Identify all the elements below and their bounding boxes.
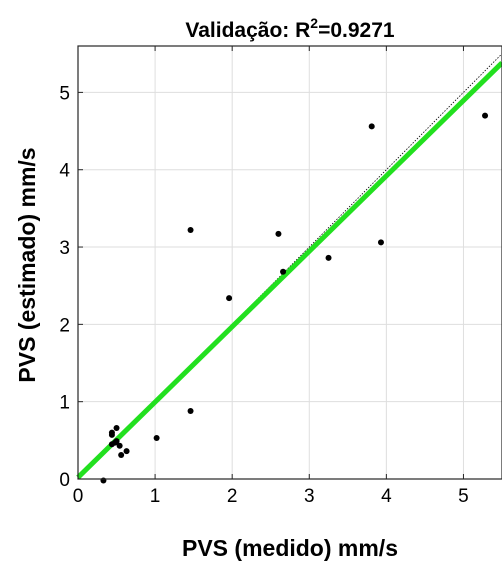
x-tick-label: 5 — [458, 486, 469, 507]
x-tick-label: 0 — [73, 486, 84, 507]
data-point — [187, 227, 194, 234]
y-tick-label: 3 — [59, 238, 70, 259]
y-tick-label: 4 — [59, 161, 70, 182]
data-point — [275, 230, 282, 237]
axis-ticks: 0 1 2 3 4 5 0 1 2 3 4 5 — [59, 46, 469, 507]
y-tick-label: 0 — [59, 470, 70, 491]
x-tick-label: 1 — [150, 486, 161, 507]
data-point — [368, 123, 375, 130]
data-point — [153, 435, 160, 442]
data-point — [116, 442, 123, 449]
data-point — [187, 407, 194, 414]
data-point — [280, 268, 287, 275]
data-points — [100, 112, 489, 484]
x-tick-label: 2 — [227, 486, 238, 507]
chart-title-value: =0.9271 — [318, 19, 395, 42]
data-point — [482, 112, 489, 119]
data-point — [325, 254, 332, 261]
data-point — [108, 431, 115, 438]
data-point — [123, 448, 130, 455]
y-tick-label: 1 — [59, 393, 70, 414]
data-point — [113, 438, 120, 445]
data-point — [118, 452, 125, 459]
chart-title-prefix: Validação: R — [185, 19, 310, 42]
plot-frame — [77, 45, 502, 480]
x-axis-label: PVS (medido) mm/s — [182, 535, 398, 561]
x-tick-label: 3 — [304, 486, 315, 507]
x-tick-label: 4 — [381, 486, 392, 507]
reference-lines — [76, 53, 502, 480]
y-tick-label: 5 — [59, 83, 70, 104]
grid-lines — [77, 46, 502, 480]
data-point — [226, 295, 233, 302]
chart-title: Validação: R2=0.9271 — [185, 15, 395, 42]
y-tick-label: 2 — [59, 315, 70, 336]
y-axis-label: PVS (estimado) mm/s — [14, 147, 40, 382]
data-point — [377, 239, 384, 246]
data-point — [113, 424, 120, 431]
chart-title-superscript: 2 — [310, 15, 318, 31]
fit-line — [76, 61, 502, 480]
